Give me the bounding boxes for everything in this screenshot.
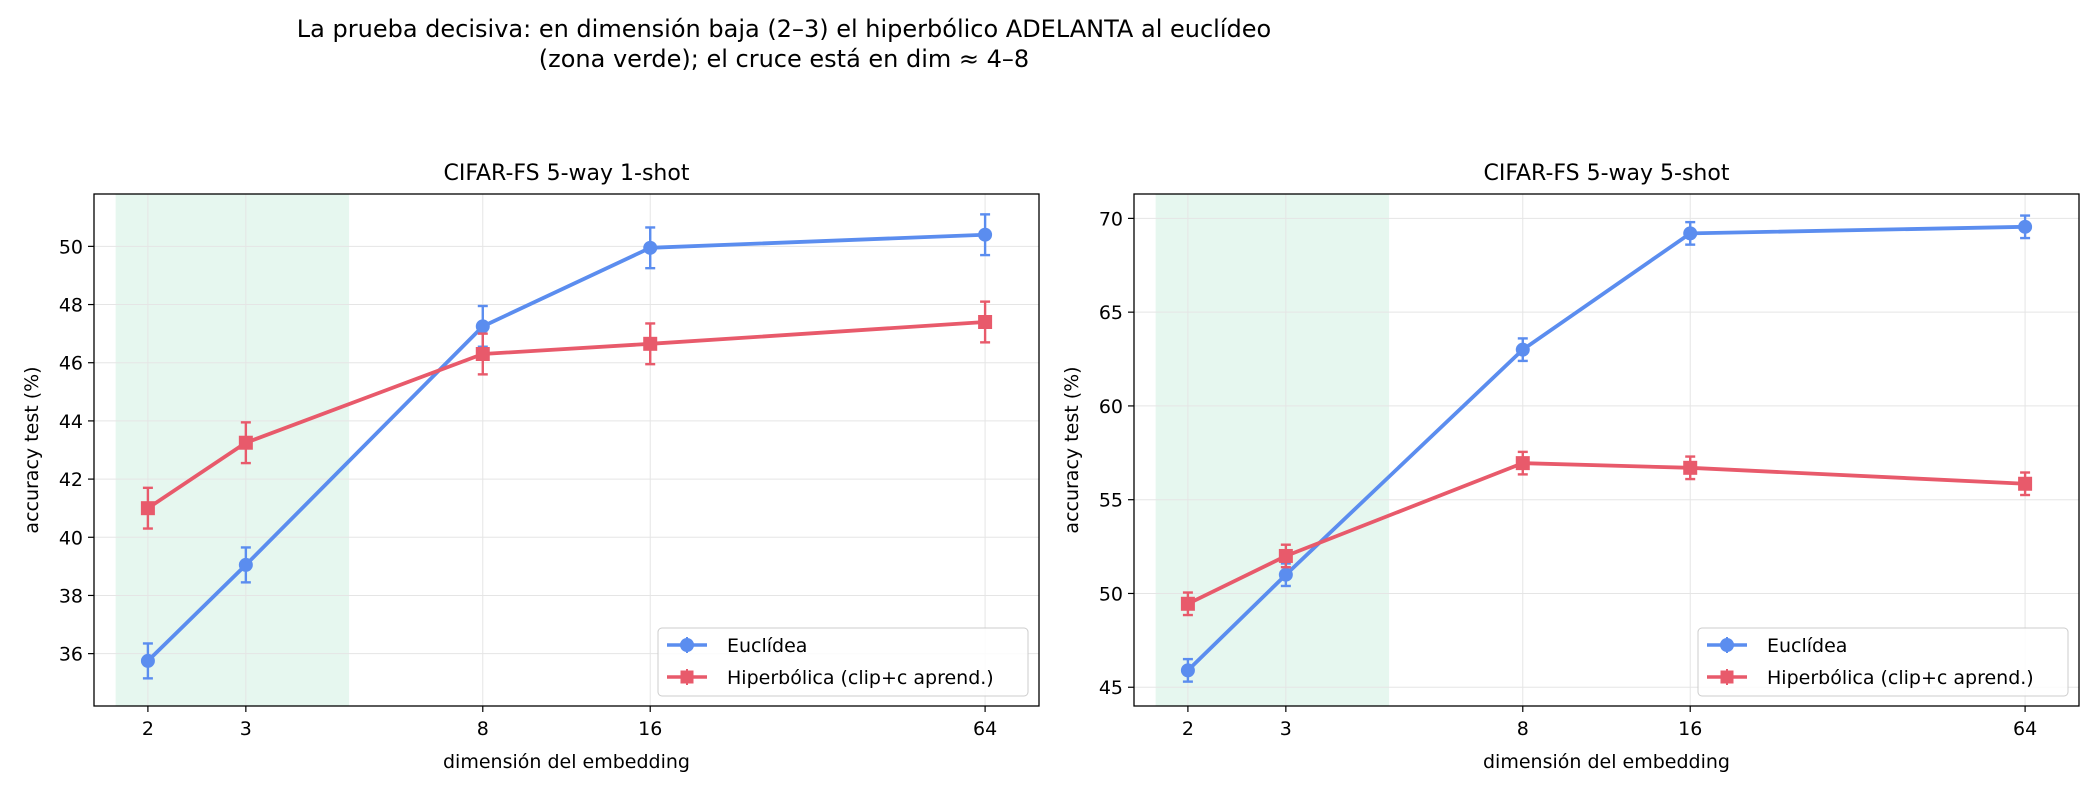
- legend-hyperbolic-marker: [1720, 670, 1734, 684]
- point-euclidean: [2018, 219, 2033, 234]
- point-euclidean: [1180, 663, 1195, 678]
- y-tick-label: 60: [1099, 396, 1123, 418]
- x-tick-label: 64: [2013, 718, 2037, 740]
- y-tick-label: 38: [59, 585, 83, 607]
- y-axis-label: accuracy test (%): [1061, 366, 1083, 533]
- y-tick-label: 48: [59, 295, 83, 317]
- legend-box: [1697, 627, 2069, 697]
- legend-euclidean-label: Euclídea: [1767, 635, 1847, 657]
- x-tick-label: 16: [1678, 718, 1702, 740]
- y-tick-label: 40: [59, 527, 83, 549]
- x-axis-label: dimensión del embedding: [1483, 751, 1730, 773]
- point-euclidean: [643, 240, 658, 255]
- chart-title: CIFAR-FS 5-way 1-shot: [444, 161, 690, 186]
- legend: Euclídea Hiperbólica (clip+c aprend.): [1697, 627, 2069, 697]
- y-tick-label: 50: [1099, 583, 1123, 605]
- figure-title-line-2: (zona verde); el cruce está en dim ≈ 4–8: [539, 45, 1029, 73]
- point-euclidean: [1515, 342, 1530, 357]
- x-tick-label: 8: [1517, 718, 1529, 740]
- y-tick-label: 42: [59, 469, 83, 491]
- chart-title: CIFAR-FS 5-way 5-shot: [1484, 161, 1730, 186]
- data-series: [140, 213, 993, 680]
- point-euclidean: [1683, 226, 1698, 241]
- legend-hyperbolic-label: Hiperbólica (clip+c aprend.): [727, 667, 994, 689]
- y-tick-label: 50: [59, 236, 83, 258]
- plot-frame: [1133, 193, 2080, 707]
- point-hyperbolic: [1278, 548, 1293, 563]
- point-euclidean: [475, 319, 490, 334]
- y-tick-label: 44: [59, 411, 83, 433]
- point-hyperbolic: [238, 435, 253, 450]
- point-hyperbolic: [2018, 476, 2033, 491]
- point-hyperbolic: [1180, 596, 1195, 611]
- x-tick-label: 64: [973, 718, 997, 740]
- legend-box: [657, 627, 1029, 697]
- point-hyperbolic: [978, 315, 993, 329]
- y-tick-label: 55: [1099, 490, 1123, 512]
- y-tick-label: 65: [1099, 302, 1123, 324]
- y-tick-label: 46: [59, 353, 83, 375]
- legend-hyperbolic-marker: [680, 670, 694, 684]
- point-hyperbolic: [140, 501, 155, 516]
- point-euclidean: [1278, 567, 1293, 582]
- x-tick-label: 3: [1280, 718, 1292, 740]
- y-tick-label: 45: [1099, 677, 1123, 699]
- point-hyperbolic: [1683, 460, 1698, 475]
- low-dimension-zone: [1155, 194, 1390, 706]
- x-tick-label: 8: [477, 718, 489, 740]
- legend: Euclídea Hiperbólica (clip+c aprend.): [657, 627, 1029, 697]
- point-hyperbolic: [1515, 456, 1530, 471]
- legend-euclidean-label: Euclídea: [727, 635, 807, 657]
- axis-ticks: 2 3 8 16 64 45 50 55 60 65 70: [1099, 208, 2037, 740]
- legend-hyperbolic-label: Hiperbólica (clip+c aprend.): [1767, 667, 2034, 689]
- gridlines: [94, 194, 1039, 706]
- x-axis-label: dimensión del embedding: [443, 751, 690, 773]
- y-tick-label: 70: [1099, 208, 1123, 230]
- figure-title-line-1: La prueba decisiva: en dimensión baja (2…: [297, 15, 1271, 43]
- legend-euclidean-marker: [680, 638, 694, 652]
- point-hyperbolic: [643, 336, 658, 351]
- x-tick-label: 2: [1182, 718, 1194, 740]
- x-tick-label: 3: [240, 718, 252, 740]
- chart-panel-5shot: 2 3 8 16 64 45 50 55 60 65 70 CIFAR-FS 5-way 5-sho…: [1061, 161, 2080, 773]
- data-series: [1180, 214, 2033, 683]
- x-tick-label: 16: [638, 718, 662, 740]
- point-euclidean: [140, 653, 155, 668]
- legend-euclidean-marker: [1720, 638, 1734, 652]
- plot-frame: [93, 193, 1040, 707]
- point-euclidean: [238, 557, 253, 572]
- point-hyperbolic: [475, 347, 490, 361]
- y-axis-label: accuracy test (%): [21, 366, 43, 533]
- point-euclidean: [978, 227, 993, 242]
- y-tick-label: 36: [59, 644, 83, 666]
- x-tick-label: 2: [142, 718, 154, 740]
